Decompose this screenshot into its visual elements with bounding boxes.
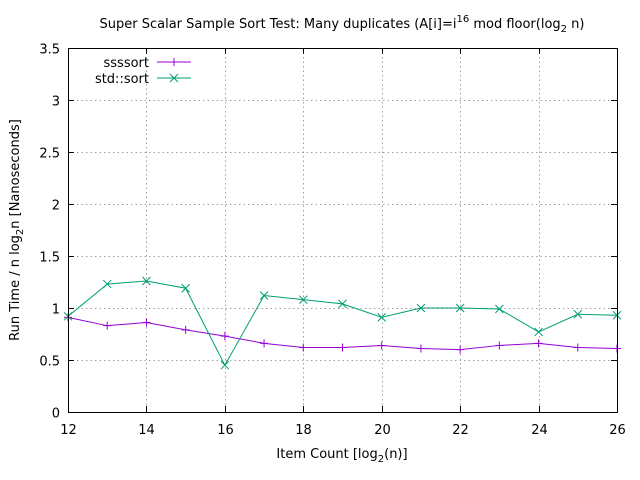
y-tick-label: 3.5 — [39, 43, 60, 58]
cross-marker — [102, 279, 112, 289]
plot-frame — [68, 48, 618, 413]
y-tick-label: 2 — [52, 199, 60, 214]
x-tick-label: 20 — [374, 423, 391, 438]
cross-marker — [220, 360, 230, 370]
legend-label: ssssort — [104, 56, 150, 71]
x-tick-label: 12 — [60, 423, 77, 438]
y-axis-label: Run Time / n log2n [Nanoseconds] — [8, 119, 26, 341]
cross-marker — [142, 276, 151, 286]
legend-label: std::sort — [95, 72, 149, 87]
chart-title: Super Scalar Sample Sort Test: Many dupl… — [100, 14, 585, 35]
plus-marker — [220, 332, 229, 341]
cross-marker — [338, 299, 347, 309]
plus-marker — [103, 321, 112, 330]
y-tick-label: 1 — [52, 303, 60, 318]
x-tick-label: 26 — [609, 423, 626, 438]
plus-marker — [573, 343, 582, 352]
tick-labels: 0 0.5 1 1.5 2 2.5 3 3.5 12 14 16 18 20 22 24 26 — [39, 43, 625, 439]
plus-marker — [338, 343, 347, 352]
series-std-sort — [63, 276, 622, 370]
plus-marker — [299, 343, 308, 352]
y-tick-label: 2.5 — [39, 147, 60, 162]
x-tick-label: 14 — [138, 423, 155, 438]
plus-marker — [495, 341, 504, 350]
cross-marker — [495, 304, 504, 314]
cross-marker — [573, 309, 583, 319]
x-tick-label: 18 — [295, 423, 312, 438]
cross-marker — [455, 303, 465, 313]
cross-marker — [416, 303, 426, 313]
y-tick-label: 0.5 — [39, 355, 60, 370]
plus-marker — [142, 318, 151, 327]
cross-marker — [181, 283, 190, 293]
cross-marker — [377, 313, 387, 322]
cross-marker — [298, 295, 308, 305]
plus-marker — [181, 325, 190, 334]
x-axis-label: Item Count [log2(n)] — [276, 447, 407, 465]
cross-marker — [259, 291, 269, 300]
series-layer — [63, 276, 622, 370]
plus-marker — [170, 58, 178, 66]
plus-marker — [260, 339, 269, 348]
x-tick-label: 24 — [531, 423, 548, 438]
cross-marker — [169, 73, 179, 83]
plus-marker — [534, 339, 543, 348]
cross-marker — [534, 327, 543, 337]
x-tick-label: 22 — [452, 423, 469, 438]
grid — [68, 48, 617, 412]
axis-ticks — [68, 48, 618, 413]
y-tick-label: 1.5 — [39, 251, 60, 266]
y-tick-label: 3 — [52, 95, 60, 110]
y-tick-label: 0 — [52, 407, 60, 422]
x-tick-label: 16 — [217, 423, 234, 438]
plus-marker — [416, 344, 425, 353]
plus-marker — [456, 345, 465, 354]
plus-marker — [377, 341, 386, 350]
